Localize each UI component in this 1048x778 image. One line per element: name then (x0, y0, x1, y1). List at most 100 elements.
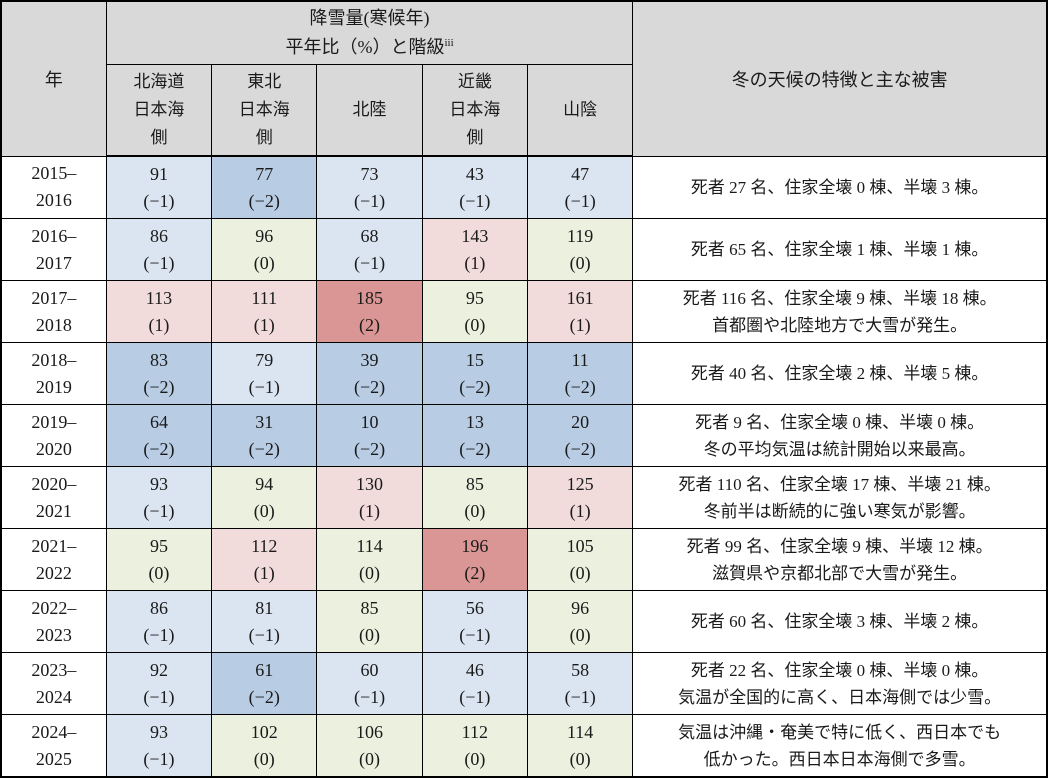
snowfall-value-cell: 47 (−1) (526, 155, 634, 219)
snowfall-class-label: (−1) (459, 686, 491, 707)
snowfall-ratio-value: 185 (356, 287, 384, 308)
snowfall-value-cell: 60 (−1) (316, 652, 423, 715)
snowfall-value-cell: 96 (0) (211, 218, 318, 281)
snowfall-ratio-value: 96 (255, 225, 274, 246)
snowfall-class-label: (−2) (353, 438, 386, 459)
snowfall-ratio-value: 94 (255, 473, 274, 494)
year-cell: 2021– 2022 (0, 528, 107, 591)
snowfall-class-label: (−1) (143, 190, 175, 211)
snowfall-ratio-value: 31 (255, 411, 274, 432)
snowfall-value-cell: 77 (−2) (211, 155, 318, 219)
snowfall-class-label: (0) (359, 624, 381, 645)
snowfall-class-label: (−2) (143, 438, 175, 459)
region-header-hokkaido: 北海道 日本海 側 (105, 64, 213, 157)
snowfall-ratio-value: 102 (250, 721, 278, 742)
snowfall-value-cell: 68 (−1) (316, 218, 423, 281)
snowfall-class-label: (−1) (248, 376, 280, 397)
snowfall-ratio-value: 43 (465, 163, 484, 184)
snowfall-ratio-value: 15 (465, 349, 484, 370)
snowfall-value-cell: 46 (−1) (421, 652, 528, 715)
snowfall-class-label: (1) (464, 252, 486, 273)
snowfall-ratio-value: 86 (149, 225, 168, 246)
snowfall-value-cell: 43 (−1) (421, 155, 528, 219)
snowfall-ratio-value: 64 (149, 411, 168, 432)
snowfall-ratio-value: 81 (255, 597, 274, 618)
features-cell: 死者 9 名、住家全壊 0 棟、半壊 0 棟。 冬の平均気温は統計開始以来最高。 (632, 404, 1048, 467)
snowfall-class-label: (1) (253, 314, 275, 335)
snowfall-ratio-value: 161 (566, 287, 594, 308)
snowfall-class-label: (0) (253, 252, 275, 273)
snowfall-value-cell: 95 (0) (421, 280, 528, 343)
snowfall-ratio-value: 86 (149, 597, 168, 618)
snowfall-ratio-value: 93 (149, 721, 168, 742)
snowfall-value-cell: 39 (−2) (316, 342, 423, 405)
features-cell: 死者 99 名、住家全壊 9 棟、半壊 12 棟。 滋賀県や京都北部で大雪が発生… (632, 528, 1048, 591)
snowfall-class-label: (−2) (353, 376, 386, 397)
year-cell: 2018– 2019 (0, 342, 107, 405)
features-column-header: 冬の天候の特徴と主な被害 (632, 0, 1048, 157)
snowfall-value-cell: 130 (1) (316, 466, 423, 529)
snowfall-value-cell: 112 (0) (421, 714, 528, 778)
year-cell: 2022– 2023 (0, 590, 107, 653)
snowfall-value-cell: 111 (1) (211, 280, 318, 343)
snowfall-value-cell: 93 (−1) (105, 466, 213, 529)
snowfall-ratio-value: 93 (149, 473, 168, 494)
snowfall-class-label: (−2) (459, 376, 491, 397)
snowfall-ratio-value: 10 (360, 411, 379, 432)
snowfall-value-cell: 73 (−1) (316, 155, 423, 219)
year-cell: 2016– 2017 (0, 218, 107, 281)
snowfall-ratio-value: 46 (465, 659, 484, 680)
snowfall-class-label: (−1) (143, 252, 175, 273)
snowfall-ratio-value: 196 (461, 535, 489, 556)
snowfall-value-cell: 94 (0) (211, 466, 318, 529)
snowfall-value-cell: 96 (0) (526, 590, 634, 653)
snowfall-class-label: (0) (464, 748, 486, 769)
table-body: 2015– 2016 91 (−1) 77 (−2) 73 (−1) 43 (−1) 47 (−1)… (0, 155, 1048, 778)
snowfall-class-label: (0) (359, 562, 381, 583)
table-row: 2024– 2025 93 (−1) 102 (0) 106 (0) 112 (0) 114 (0)… (0, 714, 1048, 778)
snowfall-value-cell: 185 (2) (316, 280, 423, 343)
snowfall-value-cell: 143 (1) (421, 218, 528, 281)
features-cell: 死者 40 名、住家全壊 2 棟、半壊 5 棟。 (632, 342, 1048, 405)
snowfall-value-cell: 196 (2) (421, 528, 528, 591)
snowfall-class-label: (0) (569, 624, 591, 645)
snowfall-class-label: (0) (253, 748, 275, 769)
features-cell: 死者 116 名、住家全壊 9 棟、半壊 18 棟。 首都圏や北陸地方で大雪が発… (632, 280, 1048, 343)
snowfall-value-cell: 125 (1) (526, 466, 634, 529)
snowfall-ratio-value: 13 (465, 411, 484, 432)
snowfall-group-header: 降雪量(寒候年) 平年比（%）と階級iii (105, 0, 634, 65)
snowfall-value-cell: 85 (0) (316, 590, 423, 653)
snowfall-value-cell: 13 (−2) (421, 404, 528, 467)
table-row: 2022– 2023 86 (−1) 81 (−1) 85 (0) 56 (−1) 96 (0) 死者… (0, 590, 1048, 653)
table-row: 2016– 2017 86 (−1) 96 (0) 68 (−1) 143 (1) 119 (0) 死… (0, 218, 1048, 281)
snowfall-value-cell: 10 (−2) (316, 404, 423, 467)
snowfall-title-line2: 平年比（%）と階級iii (285, 37, 454, 57)
snowfall-ratio-value: 20 (571, 411, 590, 432)
snowfall-class-label: (−2) (143, 376, 175, 397)
snowfall-ratio-value: 125 (566, 473, 594, 494)
snowfall-title-line1: 降雪量(寒候年) (309, 8, 430, 28)
year-cell: 2024– 2025 (0, 714, 107, 778)
snowfall-ratio-value: 79 (255, 349, 274, 370)
snowfall-value-cell: 31 (−2) (211, 404, 318, 467)
snowfall-value-cell: 86 (−1) (105, 218, 213, 281)
table-row: 2015– 2016 91 (−1) 77 (−2) 73 (−1) 43 (−1) 47 (−1)… (0, 155, 1048, 219)
region-header-sanin: 山陰 (526, 64, 634, 157)
snowfall-class-label: (−1) (353, 190, 386, 211)
features-cell: 死者 65 名、住家全壊 1 棟、半壊 1 棟。 (632, 218, 1048, 281)
year-cell: 2019– 2020 (0, 404, 107, 467)
snowfall-value-cell: 105 (0) (526, 528, 634, 591)
snowfall-value-cell: 58 (−1) (526, 652, 634, 715)
snowfall-class-label: (−2) (248, 686, 280, 707)
snowfall-ratio-value: 111 (251, 287, 278, 308)
snowfall-class-label: (−1) (353, 252, 386, 273)
snowfall-value-cell: 95 (0) (105, 528, 213, 591)
snowfall-class-label: (−1) (459, 190, 491, 211)
snowfall-class-label: (−2) (248, 190, 280, 211)
snowfall-class-label: (−1) (143, 624, 175, 645)
snowfall-ratio-value: 39 (360, 349, 379, 370)
snowfall-ratio-value: 95 (465, 287, 484, 308)
snowfall-value-cell: 92 (−1) (105, 652, 213, 715)
snowfall-class-label: (0) (359, 748, 381, 769)
snowfall-ratio-value: 106 (356, 721, 384, 742)
